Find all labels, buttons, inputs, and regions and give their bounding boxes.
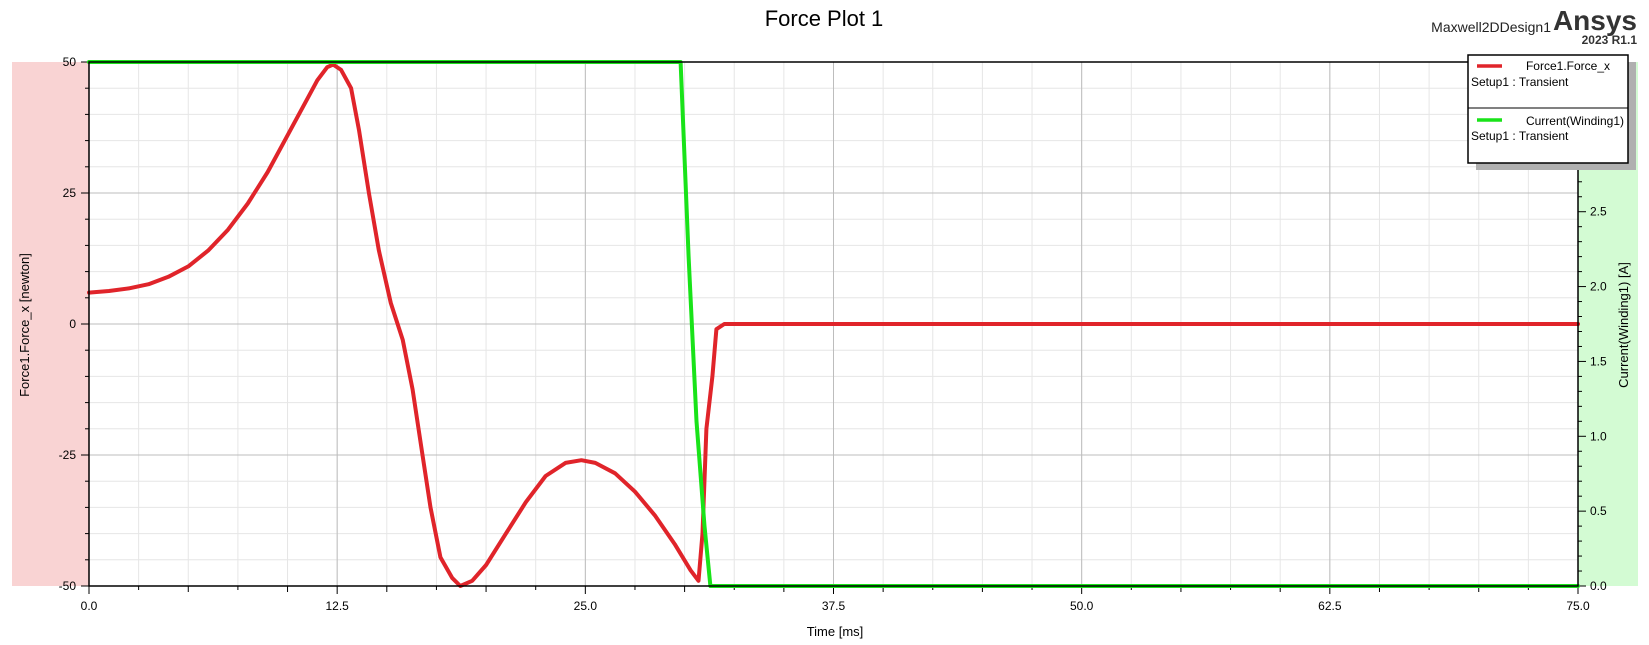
y-right-tick-labels: 0.0 0.5 1.0 1.5 2.0 2.5	[1590, 205, 1607, 593]
x-tick-labels: 0.0 12.5 25.0 37.5 50.0 62.5 75.0	[81, 599, 1590, 613]
left-axis-band	[12, 62, 89, 586]
legend: Force1.Force_x Setup1 : Transient Curren…	[1467, 54, 1636, 170]
y-right-tick-label: 0.0	[1590, 579, 1607, 593]
y-right-tick-label: 2.5	[1590, 205, 1607, 219]
x-axis-label: Time [ms]	[807, 624, 864, 639]
y-left-tick-label: -50	[59, 579, 77, 593]
y-left-tick-label: 0	[69, 317, 76, 331]
legend-box	[1467, 54, 1629, 164]
chart-title: Force Plot 1	[765, 6, 884, 31]
y-right-axis-label: Current(Winding1) [A]	[1616, 262, 1631, 388]
x-tick-label: 50.0	[1070, 599, 1094, 613]
x-tick-label: 0.0	[81, 599, 98, 613]
x-tick-label: 25.0	[574, 599, 598, 613]
y-right-tick-label: 1.5	[1590, 354, 1607, 368]
version-label: 2023 R1.1	[1582, 33, 1638, 47]
y-right-tick-label: 0.5	[1590, 504, 1607, 518]
plot-frame	[88, 61, 1579, 587]
y-left-tick-label: 25	[63, 186, 77, 200]
design-name: Maxwell2DDesign1	[1431, 19, 1551, 35]
y-right-tick-label: 2.0	[1590, 280, 1607, 294]
series-line-force	[87, 62, 1580, 588]
right-axis-band-lower	[1578, 170, 1638, 586]
legend-setup-current: Setup1 : Transient	[1471, 129, 1569, 143]
legend-setup-force: Setup1 : Transient	[1471, 75, 1569, 89]
y-right-tick-label: 1.0	[1590, 429, 1607, 443]
x-tick-label: 62.5	[1318, 599, 1342, 613]
brand-logo: Ansys	[1553, 5, 1637, 36]
x-tick-label: 37.5	[822, 599, 846, 613]
x-tick-label: 75.0	[1566, 599, 1590, 613]
y-left-axis-label: Force1.Force_x [newton]	[17, 253, 32, 397]
y-left-tick-label: -25	[59, 448, 77, 462]
legend-label-force: Force1.Force_x	[1526, 59, 1610, 73]
legend-label-current: Current(Winding1)	[1526, 114, 1624, 128]
y-left-tick-label: 50	[63, 55, 77, 69]
x-tick-label: 12.5	[325, 599, 349, 613]
y-left-tick-labels: 50 25 0 -25 -50	[59, 55, 77, 593]
